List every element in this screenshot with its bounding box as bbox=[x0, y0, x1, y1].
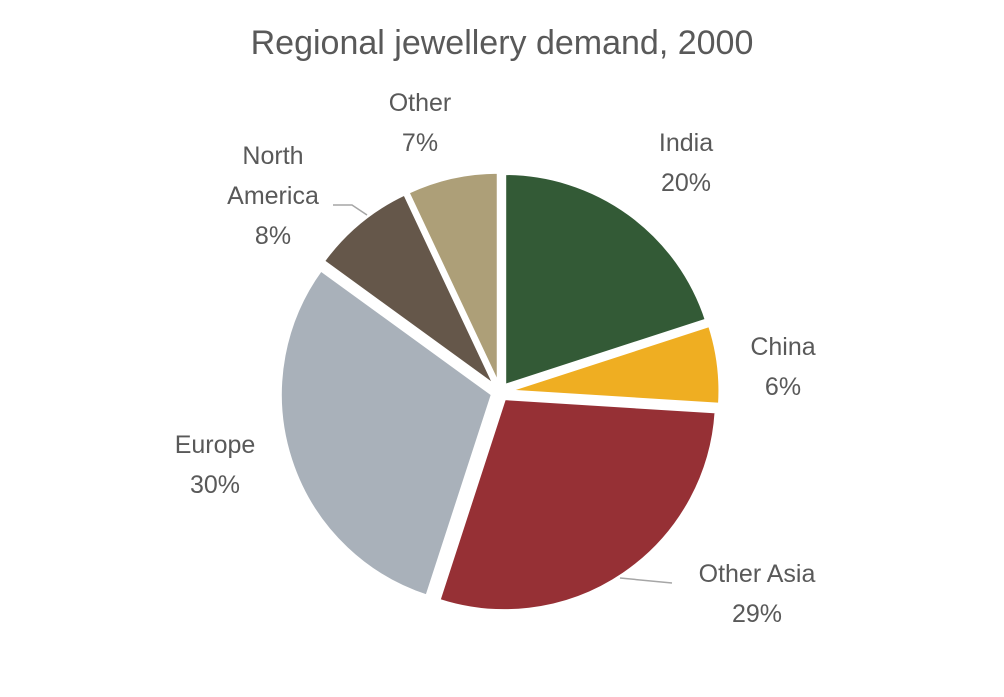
value-label: 6% bbox=[764, 373, 802, 401]
pie-slice bbox=[278, 267, 495, 598]
data-label: Other 7% bbox=[345, 83, 495, 163]
pie-slice bbox=[321, 192, 497, 388]
chart-title: Regional jewellery demand, 2000 bbox=[250, 24, 754, 62]
value-label: 29% bbox=[731, 600, 783, 628]
category-label: Europe bbox=[174, 431, 256, 459]
data-label: Europe 30% bbox=[140, 425, 290, 505]
category-label: China bbox=[750, 333, 816, 361]
data-label: China 6% bbox=[708, 327, 858, 407]
pie-slice bbox=[507, 323, 722, 406]
data-label: North America 8% bbox=[213, 136, 333, 256]
value-label: 20% bbox=[660, 169, 712, 197]
value-label: 30% bbox=[189, 471, 241, 499]
value-label: 8% bbox=[254, 222, 292, 250]
value-label: 7% bbox=[401, 129, 439, 157]
data-label: Other Asia 29% bbox=[682, 554, 832, 634]
category-label: North America bbox=[227, 142, 319, 210]
data-label: India 20% bbox=[611, 123, 761, 203]
category-label: Other Asia bbox=[698, 560, 816, 588]
pie-slice bbox=[503, 172, 709, 388]
leader-line bbox=[619, 577, 673, 584]
category-label: India bbox=[658, 129, 714, 157]
pie-slice bbox=[405, 170, 500, 385]
leader-line bbox=[333, 204, 368, 216]
category-label: Other bbox=[388, 89, 452, 117]
pie-slice bbox=[437, 397, 718, 613]
